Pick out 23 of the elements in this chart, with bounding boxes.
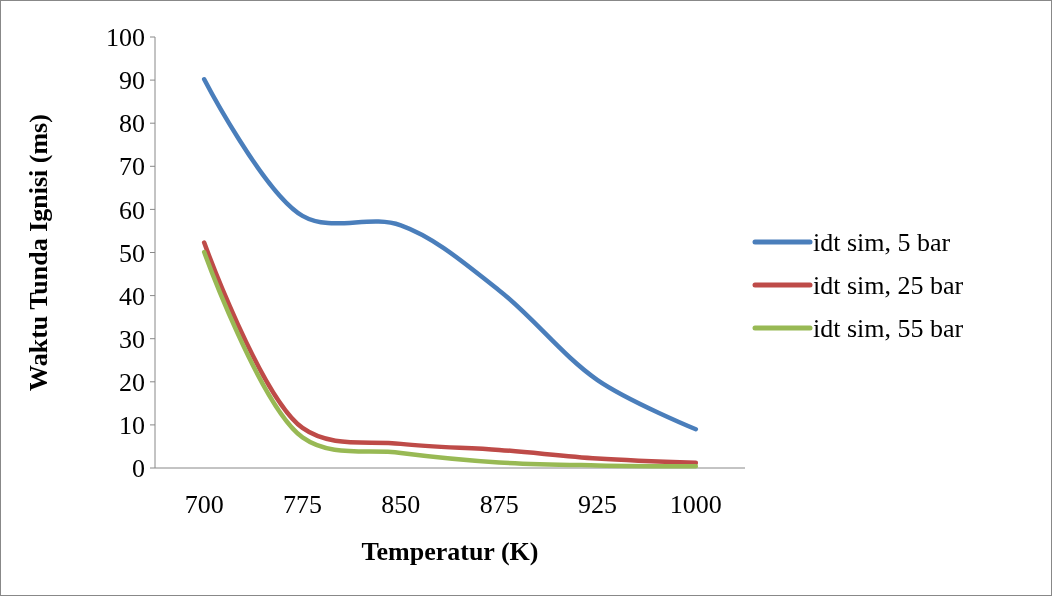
y-tick-label: 10 [119, 411, 145, 440]
x-axis-title: Temperatur (K) [361, 537, 539, 566]
y-tick-label: 50 [119, 238, 145, 268]
y-tick-label: 40 [119, 281, 145, 311]
y-tick-label: 100 [106, 23, 145, 53]
legend-label: idt sim, 25 bar [813, 271, 964, 301]
y-tick-label: 80 [119, 109, 145, 139]
y-tick-label: 30 [119, 324, 145, 354]
line-series [201, 76, 699, 432]
y-tick-label: 90 [119, 66, 145, 96]
x-tick-label: 1000 [669, 490, 722, 519]
y-axis-title: Waktu Tunda Ignisi (ms) [24, 114, 53, 391]
x-tick-label: 850 [381, 490, 421, 519]
x-tick-label: 700 [184, 490, 224, 519]
x-tick-label: 875 [479, 490, 519, 519]
y-tick-label: 20 [119, 367, 145, 397]
y-tick-label: 0 [132, 454, 145, 484]
legend-label: idt sim, 5 bar [813, 228, 951, 258]
legend-label: idt sim, 55 bar [813, 314, 964, 344]
y-tick-label: 70 [119, 152, 145, 182]
x-tick-label: 925 [578, 490, 617, 519]
x-tick-label: 775 [283, 490, 322, 519]
y-tick-label: 60 [119, 195, 145, 225]
